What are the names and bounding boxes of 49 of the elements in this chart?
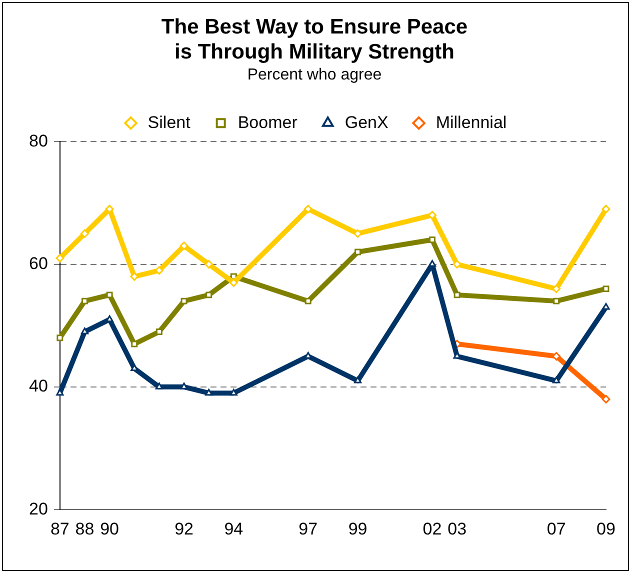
- point: [304, 204, 312, 214]
- point: [180, 242, 188, 250]
- x-tick-label: 09: [596, 519, 616, 538]
- point: [131, 340, 138, 348]
- y-tick-label: 80: [28, 131, 48, 150]
- point: [354, 248, 361, 256]
- x-tick-label: 90: [100, 519, 120, 538]
- chart-title: The Best Way to Ensure Peace is Through Military Strength: [161, 15, 468, 64]
- point: [602, 394, 610, 404]
- x-tick-label: 88: [75, 519, 94, 538]
- point: [106, 292, 113, 298]
- legend-label: Boomer: [238, 112, 298, 132]
- point: [80, 229, 89, 238]
- y-tick-label: 40: [28, 376, 48, 396]
- x-tick-label: 97: [298, 519, 318, 538]
- point: [354, 376, 362, 384]
- x-tick-label: 92: [174, 519, 194, 538]
- point: [80, 327, 89, 334]
- legend-label: Millennial: [436, 112, 507, 132]
- point: [229, 278, 238, 287]
- point: [230, 388, 238, 396]
- point: [602, 204, 610, 214]
- legend-label: Silent: [148, 112, 191, 132]
- x-tick-label: 94: [224, 519, 244, 538]
- x-tick-label: 07: [546, 519, 566, 538]
- point: [553, 298, 560, 304]
- point: [204, 260, 214, 269]
- point: [602, 302, 610, 310]
- point: [454, 292, 460, 298]
- point: [428, 260, 436, 267]
- point: [56, 334, 64, 342]
- point: [180, 298, 188, 304]
- point: [82, 298, 88, 304]
- point: [56, 254, 64, 262]
- legend-label: GenX: [344, 112, 388, 132]
- point: [155, 382, 163, 390]
- y-tick-label: 20: [28, 499, 48, 518]
- point: [206, 292, 212, 298]
- x-tick-label: 87: [50, 519, 70, 538]
- point: [205, 388, 213, 396]
- y-tick-label: 60: [28, 254, 48, 273]
- x-tick-label: 99: [348, 519, 368, 538]
- x-tick-label: 03: [448, 519, 467, 538]
- point: [552, 376, 560, 384]
- point: [304, 298, 312, 304]
- chart-subtitle: Percent who agree: [247, 66, 382, 84]
- point: [602, 286, 610, 292]
- x-tick-label: 02: [422, 519, 442, 538]
- point: [156, 328, 162, 335]
